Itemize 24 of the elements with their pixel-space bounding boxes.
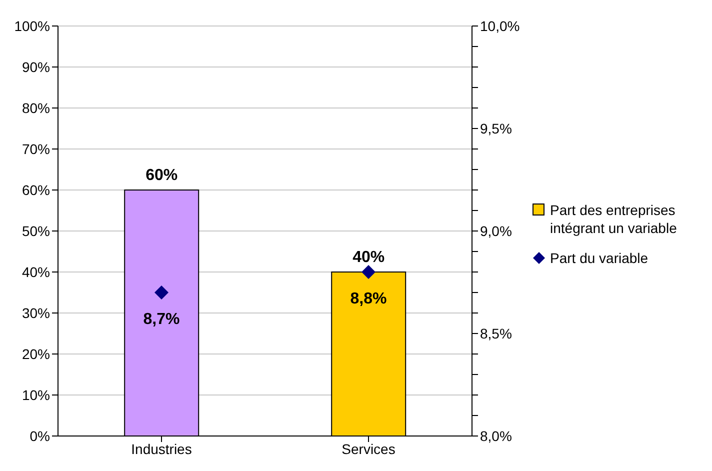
legend-label: Part des entreprises intégrant un variable (550, 200, 678, 236)
y2-tick-label: 8,0% (480, 428, 512, 444)
y-tick-label: 100% (14, 18, 50, 34)
y-tick-label: 10% (22, 386, 50, 403)
x-tick-label: Services (342, 440, 396, 457)
data-label: 40% (352, 249, 385, 266)
y2-tick-label: 8,5% (480, 325, 512, 342)
y-tick-label: 60% (22, 182, 50, 198)
y2-tick-label: 9,5% (480, 120, 512, 136)
data-label: 8,8% (350, 290, 387, 308)
data-label: 8,7% (143, 310, 180, 328)
y-tick-label: 70% (22, 140, 50, 157)
x-tick-label: Industries (131, 440, 192, 457)
y-tick-label: 40% (22, 264, 50, 280)
y-tick-label: 80% (22, 100, 50, 116)
y-tick-label: 90% (22, 58, 50, 75)
y-tick-label: 20% (22, 346, 50, 362)
y-tick-label: 50% (22, 222, 50, 239)
y2-tick-label: 10,0% (480, 18, 520, 34)
y-tick-label: 0% (30, 428, 50, 444)
y-tick-label: 30% (22, 304, 50, 321)
y2-tick-label: 9,0% (480, 222, 512, 239)
data-label: 60% (146, 167, 178, 184)
legend-label: Part du variable (550, 248, 648, 266)
